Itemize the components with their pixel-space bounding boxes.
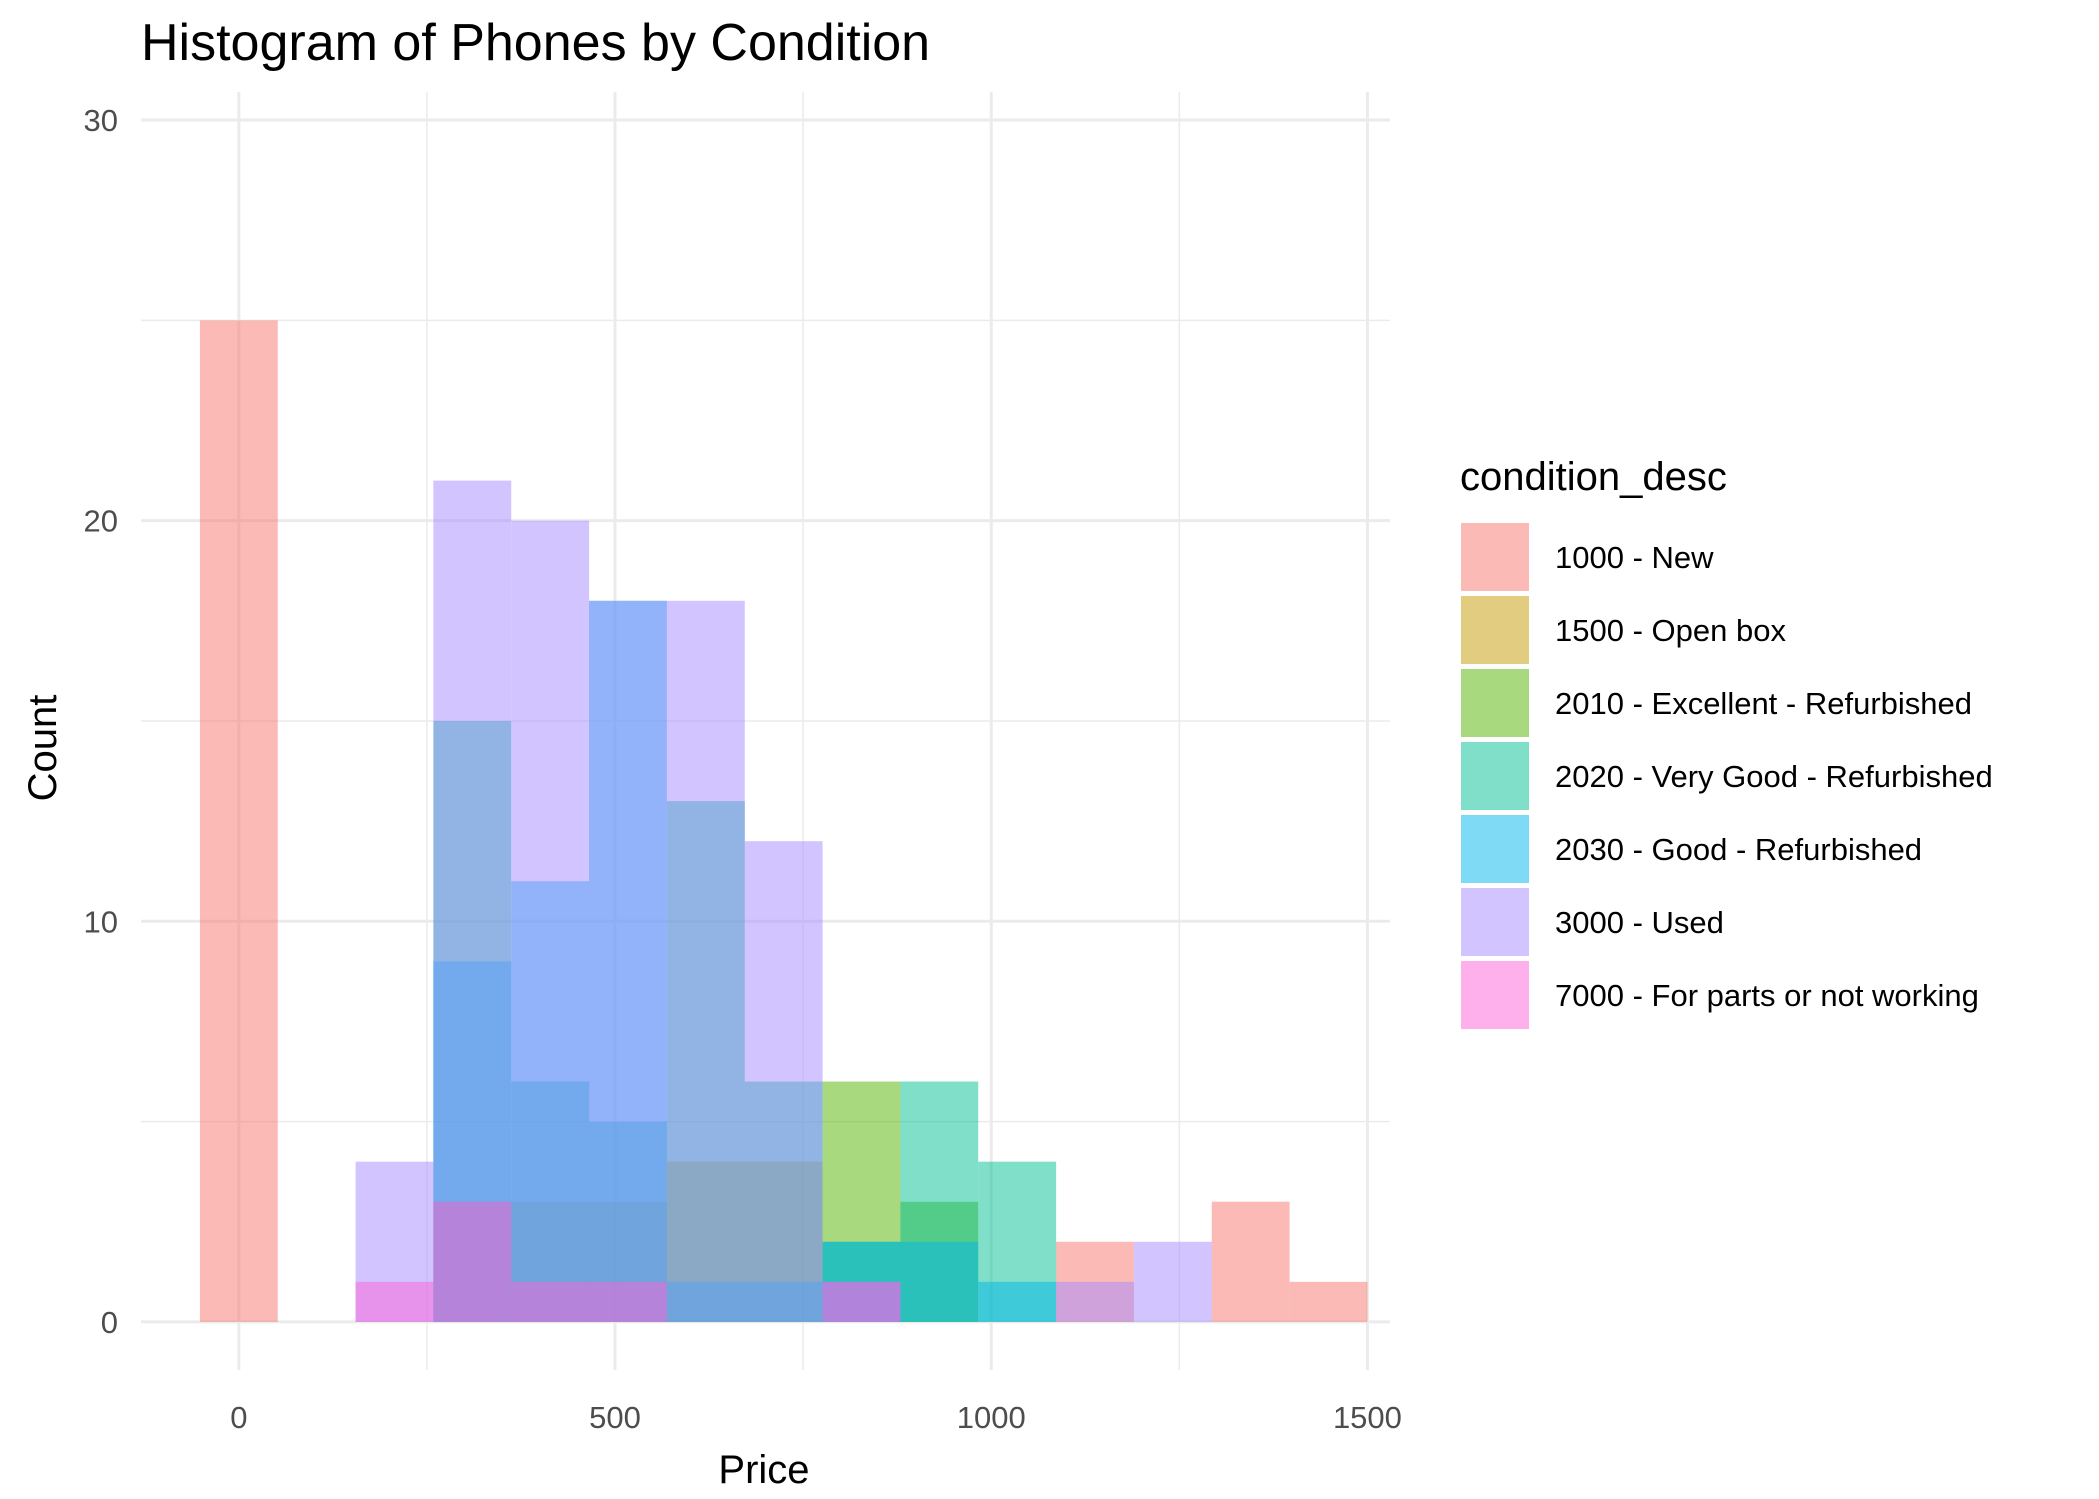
histogram-bar bbox=[666, 600, 745, 1322]
x-axis-title: Price bbox=[718, 1448, 809, 1492]
y-tick-label: 20 bbox=[84, 504, 118, 539]
histogram-bar bbox=[199, 320, 278, 1322]
histogram-bar bbox=[1211, 1201, 1290, 1322]
legend-key bbox=[1461, 961, 1529, 1029]
histogram-bar bbox=[1133, 1241, 1212, 1322]
x-tick-label: 1500 bbox=[1333, 1400, 1402, 1435]
histogram-bar bbox=[589, 600, 667, 1322]
histogram-bar bbox=[355, 1281, 434, 1322]
legend-key bbox=[1461, 669, 1529, 737]
x-tick-label: 0 bbox=[230, 1400, 247, 1435]
legend-key bbox=[1461, 888, 1529, 956]
legend-label: 2020 - Very Good - Refurbished bbox=[1555, 759, 1993, 794]
x-axis-ticks: 0 500 1000 1500 bbox=[230, 1400, 1402, 1435]
y-axis-ticks: 0 10 20 30 bbox=[84, 103, 118, 1340]
histogram-bar bbox=[900, 1241, 979, 1322]
histogram-bar bbox=[433, 1201, 512, 1322]
histogram-bar bbox=[978, 1281, 1057, 1322]
grid bbox=[141, 92, 1390, 1370]
histogram-bar bbox=[511, 1281, 590, 1322]
legend-title: condition_desc bbox=[1460, 455, 1727, 499]
legend: condition_desc 1000 - New 1500 - Open box… bbox=[1460, 455, 1993, 1029]
histogram-bar bbox=[744, 841, 823, 1322]
histogram-bar bbox=[822, 1281, 901, 1322]
legend-label: 1500 - Open box bbox=[1555, 613, 1786, 648]
histogram-bar bbox=[511, 520, 590, 1322]
y-axis-title: Count bbox=[21, 695, 65, 802]
legend-key bbox=[1461, 596, 1529, 664]
histogram-bar bbox=[1289, 1281, 1368, 1322]
histogram-bar bbox=[1056, 1281, 1134, 1322]
x-tick-label: 500 bbox=[589, 1400, 641, 1435]
bars bbox=[199, 320, 1368, 1322]
y-tick-label: 0 bbox=[101, 1305, 118, 1340]
histogram-bar bbox=[589, 1281, 667, 1322]
legend-key bbox=[1461, 815, 1529, 883]
chart-title: Histogram of Phones by Condition bbox=[141, 14, 930, 72]
legend-label: 2030 - Good - Refurbished bbox=[1555, 832, 1922, 867]
legend-label: 3000 - Used bbox=[1555, 905, 1724, 940]
legend-key bbox=[1461, 523, 1529, 591]
legend-label: 7000 - For parts or not working bbox=[1555, 978, 1979, 1013]
legend-label: 1000 - New bbox=[1555, 540, 1714, 575]
x-tick-label: 1000 bbox=[957, 1400, 1026, 1435]
legend-label: 2010 - Excellent - Refurbished bbox=[1555, 686, 1972, 721]
legend-key bbox=[1461, 742, 1529, 810]
histogram-bar bbox=[433, 480, 512, 1322]
y-tick-label: 30 bbox=[84, 103, 118, 138]
y-tick-label: 10 bbox=[84, 904, 118, 939]
